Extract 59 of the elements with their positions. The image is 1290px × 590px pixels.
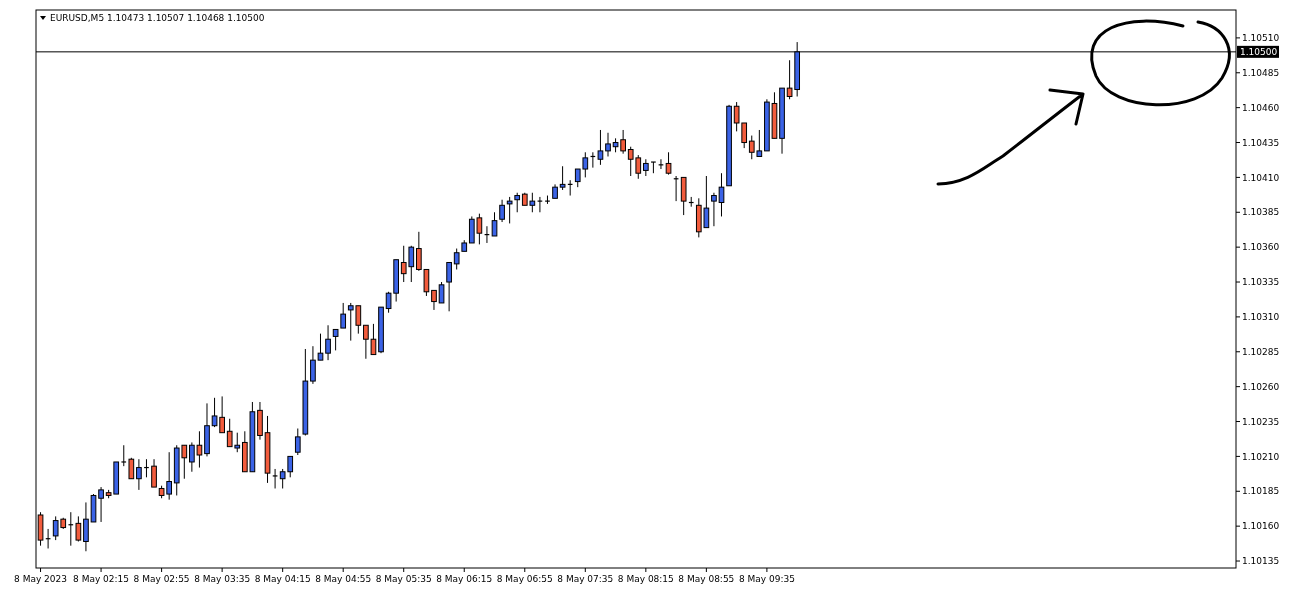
x-tick-label: 8 May 02:55 — [133, 574, 190, 584]
candlestick — [453, 248, 460, 270]
candlestick — [136, 458, 142, 491]
candlestick — [128, 457, 135, 480]
y-tick-label: 1.10260 — [1242, 381, 1280, 392]
x-tick-label: 8 May 08:15 — [617, 574, 674, 584]
y-tick-label: 1.10235 — [1242, 416, 1280, 427]
x-tick-label: 8 May 06:55 — [496, 574, 553, 584]
y-tick-label: 1.10460 — [1242, 102, 1280, 113]
y-tick-label: 1.10410 — [1242, 172, 1280, 183]
candlestick — [431, 289, 437, 311]
y-tick-label: 1.10210 — [1242, 451, 1280, 462]
candlestick — [491, 211, 498, 237]
y-tick-label: 1.10185 — [1242, 486, 1280, 497]
candlestick — [514, 192, 521, 213]
candlestick — [340, 302, 347, 329]
x-tick-label: 8 May 04:55 — [315, 574, 372, 584]
candlestick — [98, 486, 104, 523]
x-tick-label: 8 May 2023 — [14, 574, 68, 584]
y-tick-label: 1.10385 — [1242, 207, 1280, 218]
candlestick — [597, 129, 604, 166]
y-tick-label: 1.10510 — [1242, 33, 1280, 44]
x-tick-label: 8 May 07:35 — [557, 574, 614, 584]
chart-title: EURUSD,M5 1.10473 1.10507 1.10468 1.10500 — [50, 13, 265, 23]
candlestick — [151, 458, 157, 488]
y-tick-label: 1.10135 — [1242, 556, 1280, 567]
x-tick-label: 8 May 05:35 — [375, 574, 432, 584]
candlestick — [680, 176, 687, 216]
candlestick — [536, 196, 543, 213]
ref-line-label: 1.10500 — [1240, 47, 1278, 57]
candlestick — [711, 192, 717, 227]
x-tick-label: 8 May 06:15 — [436, 574, 493, 584]
candlestick — [650, 161, 657, 174]
candlestick — [272, 468, 279, 489]
candlestick — [332, 328, 339, 351]
candlestick — [559, 165, 566, 191]
candlestick — [665, 151, 672, 176]
y-tick-label: 1.10335 — [1242, 277, 1280, 288]
x-tick-label: 8 May 09:35 — [738, 574, 795, 584]
y-tick-label: 1.10310 — [1242, 312, 1280, 323]
candlestick — [446, 261, 452, 312]
x-tick-label: 8 May 02:15 — [73, 574, 130, 584]
y-tick-label: 1.10160 — [1242, 521, 1280, 532]
candlestick — [438, 281, 445, 304]
x-tick-label: 8 May 08:55 — [678, 574, 735, 584]
candlestick — [325, 324, 331, 361]
candlestick — [499, 199, 505, 223]
candlestick — [120, 444, 127, 467]
y-tick-label: 1.10435 — [1242, 137, 1280, 148]
candlestick — [605, 132, 611, 157]
candlestick — [294, 428, 301, 456]
y-tick-label: 1.10285 — [1242, 346, 1280, 357]
candlestick — [75, 515, 82, 542]
y-tick-label: 1.10485 — [1242, 67, 1280, 78]
candlestick — [506, 196, 513, 224]
x-tick-label: 8 May 03:35 — [194, 574, 251, 584]
x-tick-label: 8 May 04:15 — [254, 574, 311, 584]
y-tick-label: 1.10360 — [1242, 242, 1280, 253]
candlestick — [83, 501, 89, 552]
